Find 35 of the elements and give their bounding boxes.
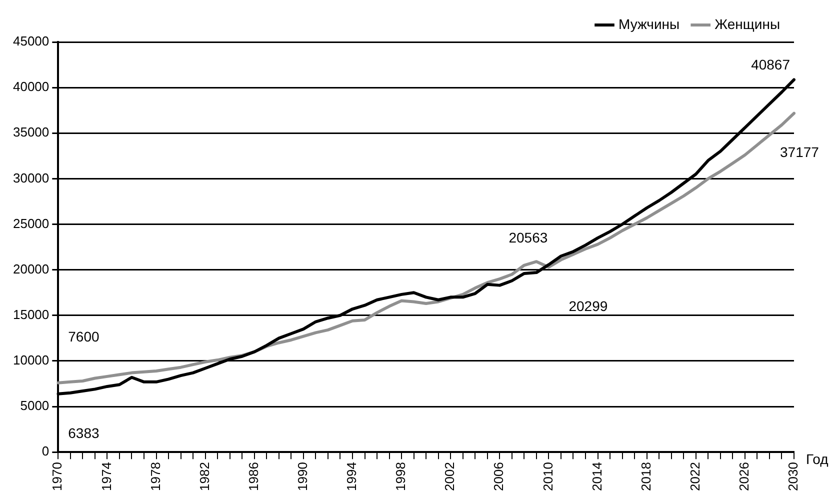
x-tick-label: 2018 (638, 462, 654, 491)
x-axis-title: Год (806, 450, 828, 467)
legend-label: Мужчины (618, 16, 680, 32)
x-tick-label: 1978 (148, 462, 163, 491)
annotation: 7600 (68, 328, 100, 345)
x-tick-label: 1990 (295, 462, 310, 491)
y-tick-label: 15000 (12, 306, 50, 322)
y-tick-label: 10000 (12, 352, 50, 368)
x-tick-label: 2006 (491, 462, 506, 491)
y-tick-label: 30000 (12, 170, 50, 186)
x-tick-label: 1998 (393, 462, 408, 491)
x-tick-label: 2022 (687, 462, 702, 491)
x-tick-label: 1994 (344, 462, 360, 491)
y-tick-label: 45000 (12, 34, 50, 49)
y-tick-label: 20000 (12, 261, 50, 276)
y-tick-label: 40000 (12, 79, 50, 94)
annotation: 6383 (68, 424, 100, 441)
y-tick-label: 25000 (12, 216, 50, 231)
annotation: 40867 (751, 56, 790, 73)
x-tick-label: 1974 (98, 462, 114, 491)
y-tick-label: 0 (42, 444, 50, 459)
legend-label: Женщины (714, 16, 780, 32)
x-tick-label: 2010 (540, 462, 556, 491)
x-tick-label: 1982 (196, 462, 212, 491)
x-tick-label: 2002 (442, 462, 458, 491)
annotation: 20299 (568, 298, 608, 314)
x-tick-label: 1986 (246, 462, 261, 491)
annotation: 37177 (780, 144, 820, 160)
y-tick-label: 5000 (20, 398, 50, 414)
x-tick-label: 2026 (736, 462, 752, 491)
x-tick-label: 2030 (786, 462, 801, 491)
x-tick-label: 1970 (50, 462, 65, 491)
y-tick-label: 35000 (12, 124, 50, 140)
x-tick-label: 2014 (589, 462, 604, 491)
annotation: 20563 (508, 230, 548, 246)
